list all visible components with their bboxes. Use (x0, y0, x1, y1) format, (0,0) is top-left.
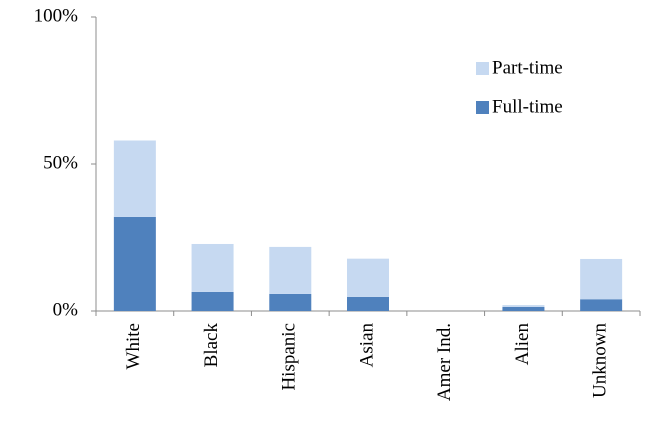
bar-segment (191, 291, 234, 311)
x-tick-label: Alien (512, 323, 533, 366)
bar-segment (191, 243, 234, 292)
bar-segment (347, 296, 389, 311)
bar-segment (347, 258, 389, 297)
bar-segment (580, 258, 623, 300)
bar-segment (269, 293, 312, 311)
y-tick-label: 0% (53, 299, 79, 320)
x-tick-label: Unknown (590, 323, 611, 398)
legend-swatch (476, 62, 489, 75)
bar-segment (580, 299, 623, 311)
bar-segment (502, 306, 545, 311)
legend-label: Full-time (492, 96, 563, 117)
x-tick-label: Asian (356, 323, 377, 368)
bar-segment (269, 246, 312, 294)
y-tick-label: 50% (43, 152, 78, 173)
bar-segment (113, 216, 156, 311)
y-tick-label: 100% (34, 5, 79, 26)
bar-segment (502, 305, 545, 307)
legend-swatch (476, 101, 489, 114)
legend-label: Part-time (492, 57, 563, 78)
x-tick-label: White (123, 323, 144, 369)
x-tick-label: Amer Ind. (434, 323, 455, 401)
x-tick-label: Black (201, 323, 222, 368)
x-tick-label: Hispanic (279, 323, 300, 391)
bar-segment (113, 140, 156, 217)
